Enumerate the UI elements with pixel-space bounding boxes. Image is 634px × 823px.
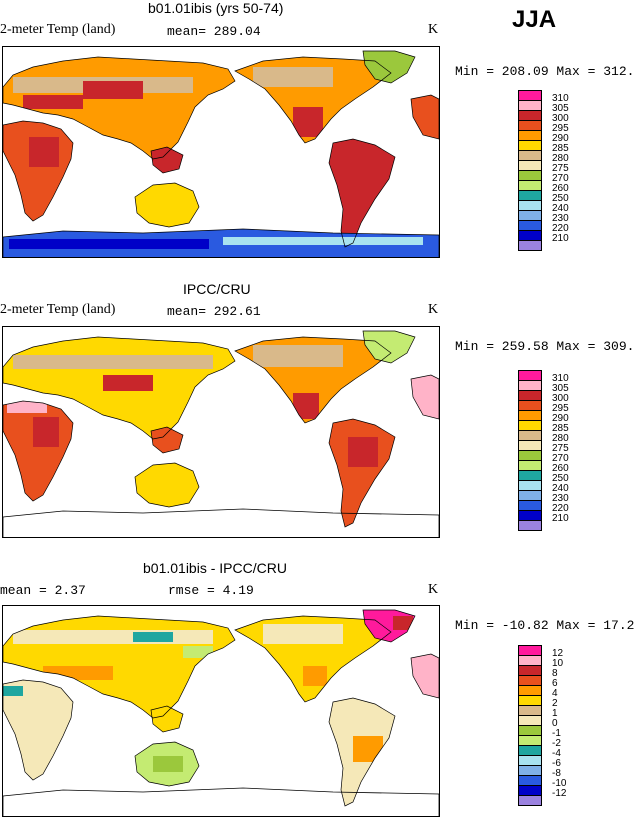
color-legend: 310 305 300 295 290 285 280 275 270 260 250 240 230 2…	[518, 90, 569, 251]
legend-label: -10	[552, 778, 567, 789]
legend-label: 240	[552, 203, 569, 214]
min-max-stat: Min = 208.09 Max = 312.70	[455, 64, 634, 79]
legend-label: 12	[552, 648, 564, 659]
legend-label: 6	[552, 678, 558, 689]
mean-stat: mean = 2.37	[0, 583, 86, 598]
legend-label: -6	[552, 758, 561, 769]
rmse-stat: rmse = 4.19	[168, 583, 254, 598]
legend-label: 275	[552, 163, 569, 174]
legend-label: 4	[552, 688, 558, 699]
legend-label: -2	[552, 738, 561, 749]
legend-label: 305	[552, 383, 569, 394]
legend-label: 220	[552, 503, 569, 514]
min-max-stat: Min = -10.82 Max = 17.29	[455, 618, 634, 633]
min-max-stat: Min = 259.58 Max = 309.35	[455, 339, 634, 354]
panel-title: IPCC/CRU	[183, 281, 251, 297]
legend-label: 285	[552, 423, 569, 434]
legend-label: -1	[552, 728, 561, 739]
color-legend: 12 10 8 6 4 2 1 0 -1 -2 -4 -6 -8 -10 -12	[518, 645, 566, 806]
legend-label: 290	[552, 413, 569, 424]
world-map	[3, 50, 439, 257]
world-map	[3, 330, 439, 537]
legend-label: 290	[552, 133, 569, 144]
units-label: K	[428, 302, 439, 317]
legend-label: -8	[552, 768, 561, 779]
map-difference	[2, 605, 440, 817]
legend-swatch	[518, 240, 542, 251]
map-model	[2, 46, 440, 258]
legend-label: 280	[552, 153, 569, 164]
legend-swatch	[518, 520, 542, 531]
legend-label: 270	[552, 453, 569, 464]
world-map	[3, 609, 439, 816]
legend-label: 250	[552, 193, 569, 204]
legend-swatch	[518, 795, 542, 806]
legend-label: 230	[552, 493, 569, 504]
legend-label: 270	[552, 173, 569, 184]
legend-label: 2	[552, 698, 558, 709]
legend-label: 260	[552, 183, 569, 194]
units-label: K	[428, 22, 439, 37]
legend-label: 310	[552, 93, 569, 104]
season-label: JJA	[512, 6, 557, 33]
legend-label: 240	[552, 483, 569, 494]
legend-label: 210	[552, 233, 569, 244]
legend-label: 300	[552, 113, 569, 124]
variable-label: 2-meter Temp (land)	[0, 22, 116, 37]
legend-label: 210	[552, 513, 569, 524]
mean-stat: mean= 289.04	[167, 24, 261, 39]
map-observed	[2, 326, 440, 538]
legend-label: 300	[552, 393, 569, 404]
legend-label: 305	[552, 103, 569, 114]
legend-label: 280	[552, 433, 569, 444]
legend-label: 295	[552, 123, 569, 134]
variable-label: 2-meter Temp (land)	[0, 302, 116, 317]
legend-label: 8	[552, 668, 558, 679]
legend-label: 230	[552, 213, 569, 224]
legend-label: 220	[552, 223, 569, 234]
mean-stat: mean= 292.61	[167, 304, 261, 319]
legend-label: 275	[552, 443, 569, 454]
legend-label: 250	[552, 473, 569, 484]
panel-title: b01.01ibis - IPCC/CRU	[143, 560, 287, 576]
legend-label: -4	[552, 748, 561, 759]
legend-label: 10	[552, 658, 564, 669]
legend-label: 260	[552, 463, 569, 474]
legend-label: 1	[552, 708, 558, 719]
legend-label: 0	[552, 718, 558, 729]
panel-title: b01.01ibis (yrs 50-74)	[148, 0, 284, 16]
legend-label: -12	[552, 788, 567, 799]
units-label: K	[428, 582, 439, 597]
color-legend: 310 305 300 295 290 285 280 275 270 260 250 240 230 2…	[518, 370, 569, 531]
legend-label: 310	[552, 373, 569, 384]
legend-label: 285	[552, 143, 569, 154]
legend-label: 295	[552, 403, 569, 414]
